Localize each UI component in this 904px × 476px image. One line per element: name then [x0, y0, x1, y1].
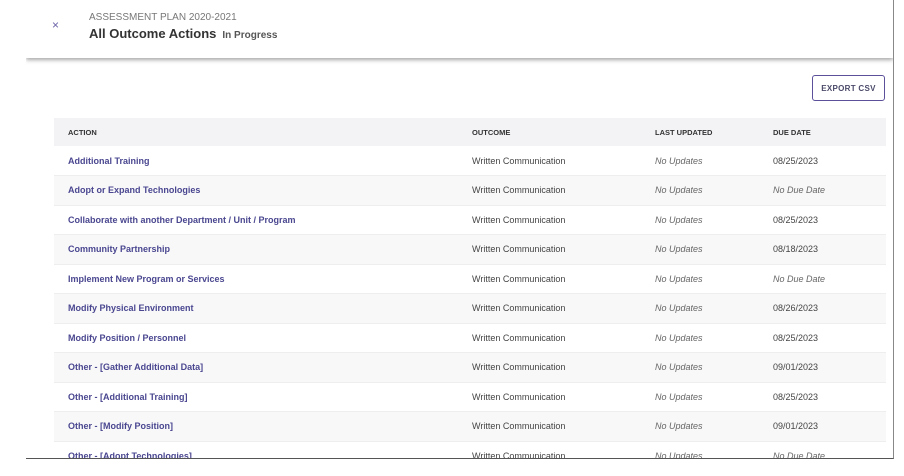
column-header[interactable]: LAST UPDATED [641, 118, 759, 146]
outcome-cell: Written Communication [458, 382, 641, 412]
due-date-cell: 08/25/2023 [759, 323, 886, 353]
table-row: Community Partnership Written Communicati… [54, 234, 886, 265]
action-link[interactable]: Other - [Modify Position] [54, 411, 458, 442]
action-link[interactable]: Modify Position / Personnel [54, 323, 458, 353]
action-link[interactable]: Other - [Adopt Technologies] [54, 441, 458, 458]
last-updated-cell: No Updates [641, 323, 759, 353]
outcome-cell: Written Communication [458, 441, 641, 458]
column-header[interactable]: OUTCOME [458, 118, 641, 146]
last-updated-cell: No Updates [641, 352, 759, 383]
due-date-cell: 08/18/2023 [759, 234, 886, 265]
table-row: Implement New Program or Services Written… [54, 264, 886, 294]
action-link[interactable]: Collaborate with another Department / Un… [54, 205, 458, 235]
due-date-cell: 08/25/2023 [759, 146, 886, 176]
last-updated-cell: No Updates [641, 146, 759, 176]
panel-header: × ASSESSMENT PLAN 2020-2021 All Outcome … [26, 0, 893, 58]
column-header[interactable]: DUE DATE [759, 118, 886, 146]
outcome-cell: Written Communication [458, 205, 641, 235]
due-date-cell: No Due Date [759, 175, 886, 206]
outcome-cell: Written Communication [458, 234, 641, 265]
outcome-cell: Written Communication [458, 352, 641, 383]
status-badge: In Progress [222, 30, 278, 41]
close-icon[interactable]: × [52, 18, 60, 32]
table-row: Adopt or Expand Technologies Written Comm… [54, 175, 886, 206]
last-updated-cell: No Updates [641, 175, 759, 206]
due-date-cell: 08/26/2023 [759, 293, 886, 324]
action-link[interactable]: Implement New Program or Services [54, 264, 458, 294]
outcome-cell: Written Communication [458, 146, 641, 176]
due-date-cell: No Due Date [759, 264, 886, 294]
table-row: Additional Training Written Communication… [54, 146, 886, 176]
outcome-cell: Written Communication [458, 411, 641, 442]
outcome-cell: Written Communication [458, 175, 641, 206]
action-link[interactable]: Other - [Gather Additional Data] [54, 352, 458, 383]
due-date-cell: No Due Date [759, 441, 886, 458]
table-row: Modify Position / Personnel Written Commu… [54, 323, 886, 353]
last-updated-cell: No Updates [641, 264, 759, 294]
due-date-cell: 09/01/2023 [759, 411, 886, 442]
outcome-cell: Written Communication [458, 264, 641, 294]
last-updated-cell: No Updates [641, 441, 759, 458]
due-date-cell: 08/25/2023 [759, 205, 886, 235]
action-link[interactable]: Adopt or Expand Technologies [54, 175, 458, 206]
title-text: All Outcome Actions [89, 26, 217, 41]
actions-table: ACTION OUTCOME LAST UPDATED DUE DATE Additi… [54, 118, 886, 458]
action-link[interactable]: Additional Training [54, 146, 458, 176]
action-link[interactable]: Other - [Additional Training] [54, 382, 458, 412]
last-updated-cell: No Updates [641, 234, 759, 265]
column-header[interactable]: ACTION [54, 118, 458, 146]
action-link[interactable]: Modify Physical Environment [54, 293, 458, 324]
due-date-cell: 08/25/2023 [759, 382, 886, 412]
last-updated-cell: No Updates [641, 411, 759, 442]
plan-subtitle: ASSESSMENT PLAN 2020-2021 [89, 12, 237, 23]
export-csv-button[interactable]: EXPORT CSV [812, 75, 885, 101]
table-row: Other - [Gather Additional Data] Written … [54, 352, 886, 383]
outcome-actions-panel: × ASSESSMENT PLAN 2020-2021 All Outcome … [26, 0, 894, 459]
outcome-cell: Written Communication [458, 293, 641, 324]
action-link[interactable]: Community Partnership [54, 234, 458, 265]
last-updated-cell: No Updates [641, 293, 759, 324]
last-updated-cell: No Updates [641, 382, 759, 412]
outcome-cell: Written Communication [458, 323, 641, 353]
table-row: Modify Physical Environment Written Commu… [54, 293, 886, 324]
last-updated-cell: No Updates [641, 205, 759, 235]
table-row: Other - [Adopt Technologies] Written Comm… [54, 441, 886, 458]
page-title: All Outcome Actions In Progress [89, 26, 277, 41]
table-row: Other - [Modify Position] Written Communi… [54, 411, 886, 442]
due-date-cell: 09/01/2023 [759, 352, 886, 383]
table-row: Other - [Additional Training] Written Com… [54, 382, 886, 412]
table-row: Collaborate with another Department / Un… [54, 205, 886, 235]
